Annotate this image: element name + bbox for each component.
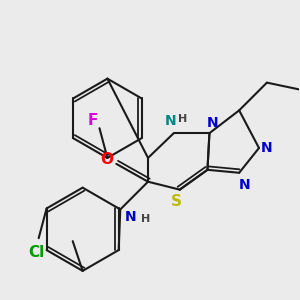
Text: N: N	[207, 116, 218, 130]
Text: H: H	[178, 114, 187, 124]
Text: N: N	[124, 210, 136, 224]
Text: N: N	[238, 178, 250, 192]
Text: F: F	[87, 113, 98, 128]
Text: H: H	[141, 214, 151, 224]
Text: N: N	[261, 141, 273, 155]
Text: Cl: Cl	[28, 244, 45, 260]
Text: O: O	[100, 152, 113, 167]
Text: S: S	[171, 194, 182, 209]
Text: N: N	[165, 114, 177, 128]
